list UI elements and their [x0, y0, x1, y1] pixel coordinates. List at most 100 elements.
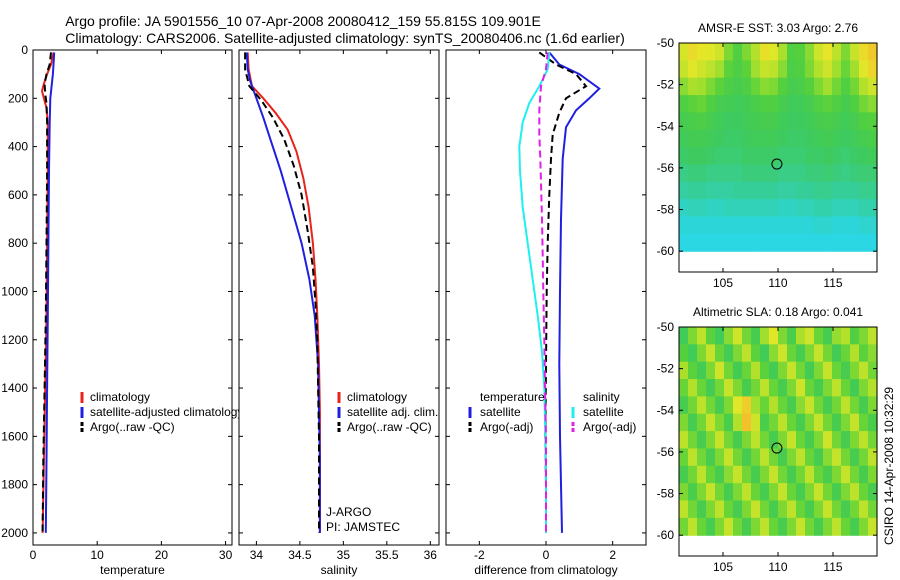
- sst_map-cell: [769, 60, 779, 79]
- sla_map-cell: [805, 500, 815, 519]
- sla_map-cell: [751, 431, 761, 450]
- sla_map-cell: [787, 327, 797, 345]
- sla_map-cell: [769, 344, 779, 363]
- sla_map-cell: [688, 327, 698, 345]
- sst_map-cell: [760, 77, 770, 96]
- sla_map-ytick-label: -52: [657, 362, 675, 376]
- sla_map-cell: [814, 379, 824, 397]
- sst_map-cell: [796, 77, 806, 96]
- sst_map-cell: [778, 95, 788, 113]
- temperature-xlabel: temperature: [100, 563, 165, 577]
- sla_map-cell: [868, 448, 878, 467]
- sst_map-cell: [688, 95, 698, 113]
- sla_map-cell: [751, 396, 761, 415]
- sla_map-cell: [868, 500, 878, 519]
- sst_map-cell: [814, 199, 824, 218]
- sla_map-cell: [679, 396, 689, 415]
- sst_map-cell: [823, 199, 833, 218]
- sla_map-cell: [679, 379, 689, 397]
- sla_map-cell: [823, 448, 833, 467]
- sst_map-cell: [706, 216, 716, 235]
- sst_map-cell: [733, 164, 743, 183]
- sst_map-cell: [724, 181, 734, 200]
- sla_map-cell: [715, 483, 725, 502]
- sst_map-cell: [688, 43, 698, 61]
- sst_map-cell: [724, 147, 734, 166]
- salinity-legend-label: Argo(..raw -QC): [347, 420, 432, 434]
- sla_map-cell: [814, 517, 824, 536]
- sst_map-cell: [814, 147, 824, 166]
- sst-map-panel: AMSR-E SST: 3.03 Argo: 2.76 -50 -52 -54 -56 -…: [657, 21, 878, 290]
- sst_map-cell: [832, 129, 842, 148]
- sla_map-cell: [823, 465, 833, 484]
- sst_map-cell: [751, 181, 761, 200]
- sst_map-cell: [742, 199, 752, 218]
- sla_map-cell: [751, 465, 761, 484]
- sst_map-cell: [850, 181, 860, 200]
- sst_map-cell: [769, 233, 779, 252]
- sla_map-cell: [751, 500, 761, 519]
- sst_map-cell: [778, 181, 788, 200]
- temperature-ytick-label: 1600: [1, 429, 28, 443]
- sst_map-cell: [733, 95, 743, 113]
- figure-title-line1: Argo profile: JA 5901556_10 07-Apr-2008 …: [65, 13, 541, 29]
- sla_map-cell: [724, 500, 734, 519]
- sst_map-cell: [769, 129, 779, 148]
- sla_map-cell: [814, 344, 824, 363]
- sla_map-cell: [697, 517, 707, 536]
- sst_map-cell: [706, 233, 716, 252]
- sst_map-cell: [823, 216, 833, 235]
- sla_map-xtick-label: 105: [713, 560, 733, 574]
- sst_map-cell: [778, 60, 788, 79]
- sst_map-cell: [805, 216, 815, 235]
- sla_map-ytick-label: -50: [657, 320, 675, 334]
- sla_map-cell: [715, 379, 725, 397]
- salinity-xtick-label: 35: [337, 548, 351, 562]
- sla_map-cell: [796, 483, 806, 502]
- sst_map-cell: [850, 95, 860, 113]
- sla_map-cell: [769, 327, 779, 345]
- difference-series-3-line: [538, 52, 549, 533]
- sst_map-cell: [823, 112, 833, 131]
- sst_map-argo-marker: [771, 158, 783, 170]
- sst_map-ytick-label: -56: [657, 161, 675, 175]
- sla_map-cell: [805, 396, 815, 415]
- sla_map-cell: [796, 344, 806, 363]
- sla_map-cell: [841, 344, 851, 363]
- sst_map-cell: [814, 43, 824, 61]
- sla_map-cell: [706, 344, 716, 363]
- sla_map-cell: [715, 465, 725, 484]
- sst_map-cell: [787, 43, 797, 61]
- sla_map-cell: [841, 483, 851, 502]
- sla_map-cell: [706, 327, 716, 345]
- sla_map-cell: [697, 431, 707, 450]
- temperature-xtick-label: 0: [30, 548, 37, 562]
- sla_map-cell: [832, 500, 842, 519]
- sla_map-cell: [751, 327, 761, 345]
- sst_map-cell: [796, 233, 806, 252]
- salinity-xlabel: salinity: [321, 563, 358, 577]
- sla_map-cell: [679, 361, 689, 380]
- sla_map-cell: [832, 327, 842, 345]
- sst_map-cell: [805, 60, 815, 79]
- temperature-axes-frame: [32, 49, 233, 546]
- sla_map-cell: [778, 379, 788, 397]
- sst_map-cell: [715, 164, 725, 183]
- sla_map-cell: [859, 361, 869, 380]
- sla_map-cell: [760, 517, 770, 536]
- sla_map-cell: [751, 344, 761, 363]
- sla_map-cell: [787, 361, 797, 380]
- sst_map-cell: [796, 199, 806, 218]
- sst_map-cell: [796, 216, 806, 235]
- sla_map-cell: [841, 413, 851, 432]
- sst_map-cell: [688, 147, 698, 166]
- sla_map-cell: [850, 396, 860, 415]
- sla_map-cell: [832, 431, 842, 450]
- sst_map-cell: [751, 60, 761, 79]
- temperature-ytick-label: 400: [8, 140, 28, 154]
- sla_map-cell: [832, 448, 842, 467]
- sst_map-cell: [679, 233, 689, 252]
- sst_map-cell: [841, 129, 851, 148]
- sst_map-cell: [724, 43, 734, 61]
